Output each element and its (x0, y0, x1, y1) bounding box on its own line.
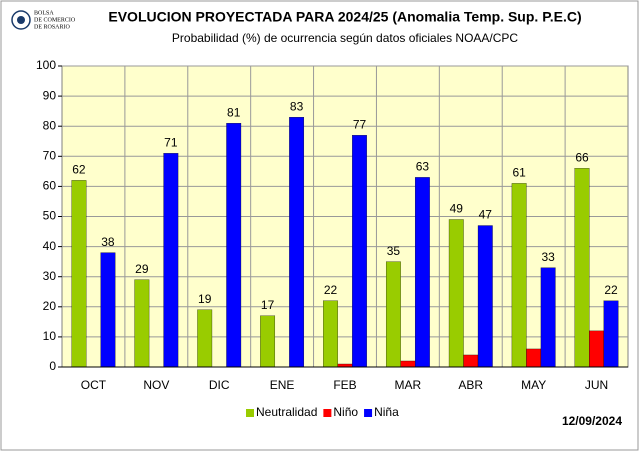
value-label: 71 (164, 135, 178, 149)
value-label: 33 (541, 250, 555, 264)
bar (511, 183, 527, 368)
logo-mark (17, 16, 25, 24)
y-tick-label: 20 (43, 299, 57, 313)
value-label: 83 (290, 99, 304, 113)
date-annotation: 12/09/2024 (562, 414, 622, 428)
bar (289, 117, 305, 368)
value-label: 35 (387, 244, 401, 258)
chart-title: EVOLUCION PROYECTADA PARA 2024/25 (Anoma… (108, 9, 581, 25)
value-label: 38 (101, 235, 115, 249)
legend-label: Neutralidad (256, 405, 317, 419)
y-tick-label: 30 (43, 269, 57, 283)
value-label: 66 (575, 151, 589, 165)
chart-subtitle: Probabilidad (%) de ocurrencia según dat… (172, 31, 519, 45)
value-label: 63 (416, 160, 430, 174)
value-label: 81 (227, 105, 241, 119)
legend-label: Niña (374, 405, 399, 419)
y-tick-label: 50 (43, 209, 57, 223)
bar (352, 135, 367, 368)
legend-swatch (323, 409, 332, 417)
value-label: 29 (135, 262, 149, 276)
x-tick-label: JUN (585, 378, 608, 392)
value-label: 22 (324, 283, 338, 297)
x-tick-label: NOV (143, 378, 169, 392)
bar (463, 354, 479, 368)
bar (100, 252, 116, 368)
logo-text: DE COMERCIO (34, 17, 76, 23)
x-tick-label: MAR (395, 378, 422, 392)
value-label: 61 (512, 166, 526, 180)
x-tick-label: FEB (333, 378, 356, 392)
logo-mark (11, 10, 31, 30)
y-tick-label: 60 (43, 179, 57, 193)
y-tick-label: 10 (43, 329, 57, 343)
bar (134, 279, 150, 368)
value-label: 22 (604, 283, 618, 297)
y-tick-label: 90 (43, 88, 57, 102)
logo-text: BOLSA (34, 10, 54, 16)
value-label: 19 (198, 292, 212, 306)
x-tick-label: OCT (81, 378, 107, 392)
bar (71, 180, 87, 368)
value-label: 77 (353, 117, 367, 131)
bar (414, 177, 430, 368)
x-tick-label: ABR (458, 378, 483, 392)
bar (197, 309, 213, 368)
value-label: 17 (261, 298, 275, 312)
bar (526, 348, 542, 368)
bar (400, 360, 416, 368)
bar (226, 123, 242, 368)
value-label: 62 (72, 163, 86, 177)
logo-text: DE ROSARIO (34, 24, 71, 30)
y-tick-label: 40 (43, 239, 57, 253)
x-tick-label: ENE (270, 378, 295, 392)
value-label: 49 (450, 202, 464, 216)
y-tick-label: 100 (36, 58, 56, 72)
bar (323, 300, 338, 368)
legend-label: Niño (333, 405, 358, 419)
bar (448, 219, 464, 368)
x-tick-label: DIC (209, 378, 230, 392)
bar (163, 153, 179, 368)
value-label: 47 (479, 208, 493, 222)
legend-swatch (364, 409, 373, 417)
bar (540, 267, 556, 368)
y-tick-label: 80 (43, 118, 57, 132)
bar (589, 330, 604, 368)
bar (603, 300, 619, 368)
bar (260, 315, 276, 368)
y-tick-label: 70 (43, 148, 57, 162)
y-tick-label: 0 (49, 359, 56, 373)
bar (574, 168, 590, 368)
x-tick-label: MAY (521, 378, 546, 392)
bar (385, 261, 401, 368)
legend-swatch (246, 409, 254, 417)
bar (477, 225, 493, 368)
